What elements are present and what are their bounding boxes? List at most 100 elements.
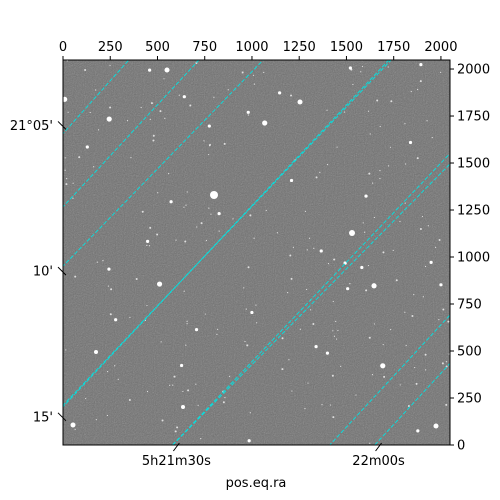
star (276, 232, 279, 234)
star (326, 109, 328, 111)
bright-star (164, 67, 170, 73)
star (352, 83, 354, 86)
star (387, 165, 390, 167)
star (373, 323, 376, 325)
star (183, 206, 185, 208)
dec-axis: 21°05' 10' 15' (10, 119, 67, 425)
star (97, 129, 100, 131)
star (379, 170, 381, 172)
star (263, 71, 265, 74)
x-tick-label: 500 (145, 40, 170, 55)
star (395, 279, 398, 282)
plot-area (62, 59, 451, 446)
star (160, 341, 162, 343)
star (417, 88, 419, 91)
star (307, 382, 309, 384)
star (404, 311, 406, 313)
star (390, 328, 392, 331)
star (163, 78, 165, 80)
star (232, 218, 234, 220)
star (217, 212, 221, 216)
star (438, 319, 440, 321)
star (185, 344, 187, 346)
star (364, 194, 368, 198)
star (244, 340, 246, 343)
star (313, 247, 315, 249)
star (74, 428, 76, 431)
star (312, 322, 315, 325)
star (365, 289, 368, 292)
star (407, 404, 410, 407)
star (227, 89, 229, 91)
y-tick-label: 1500 (457, 157, 490, 172)
star (149, 226, 152, 229)
bright-star (297, 99, 303, 105)
star (379, 177, 381, 180)
star (360, 265, 364, 270)
star (205, 239, 207, 242)
star (448, 353, 450, 355)
star (404, 202, 406, 204)
star (64, 157, 66, 159)
star (442, 308, 445, 311)
star (422, 296, 424, 298)
dec-tick-label: 15' (33, 410, 53, 425)
x-tick-label: 750 (192, 40, 217, 55)
star (355, 394, 357, 396)
star (146, 244, 148, 246)
star (186, 323, 188, 325)
star (169, 200, 173, 204)
dec-tick (57, 266, 67, 276)
grid-line (374, 362, 450, 445)
x-top-axis: 0 250 500 750 1000 1250 1500 1750 2000 (59, 40, 457, 60)
star (337, 329, 339, 332)
star (250, 310, 254, 315)
dec-tick (57, 412, 67, 422)
star (196, 226, 198, 228)
star (326, 164, 329, 166)
star (200, 438, 202, 440)
star (182, 390, 184, 393)
bright-star (181, 405, 185, 409)
bright-star (210, 191, 218, 199)
star (372, 182, 374, 184)
star (197, 404, 199, 406)
x-tick-label: 1250 (283, 40, 316, 55)
star (389, 146, 392, 148)
star (368, 336, 371, 339)
star (335, 320, 337, 323)
star (246, 110, 250, 114)
star (390, 100, 393, 103)
star (332, 300, 334, 303)
x-axis-title: pos.eq.ra (226, 476, 287, 491)
star (368, 172, 371, 175)
star (252, 74, 255, 76)
star (327, 262, 330, 265)
star (208, 207, 210, 209)
star (78, 156, 81, 159)
dec-tick (57, 121, 67, 130)
star (95, 419, 97, 421)
star (67, 111, 69, 113)
grid-line (63, 60, 392, 406)
star (159, 110, 162, 113)
star (184, 240, 187, 243)
star (157, 192, 159, 194)
star (106, 414, 109, 417)
star (168, 173, 170, 175)
star (383, 375, 386, 378)
star (148, 245, 151, 247)
star (333, 258, 336, 261)
star (213, 96, 215, 98)
star (265, 209, 267, 212)
star (126, 120, 129, 122)
grid-line (63, 60, 390, 408)
star (152, 139, 155, 142)
star (343, 111, 346, 113)
star (130, 157, 132, 159)
star (66, 178, 68, 180)
star (146, 390, 149, 393)
star (411, 315, 414, 318)
star (114, 318, 118, 322)
star (305, 288, 308, 291)
